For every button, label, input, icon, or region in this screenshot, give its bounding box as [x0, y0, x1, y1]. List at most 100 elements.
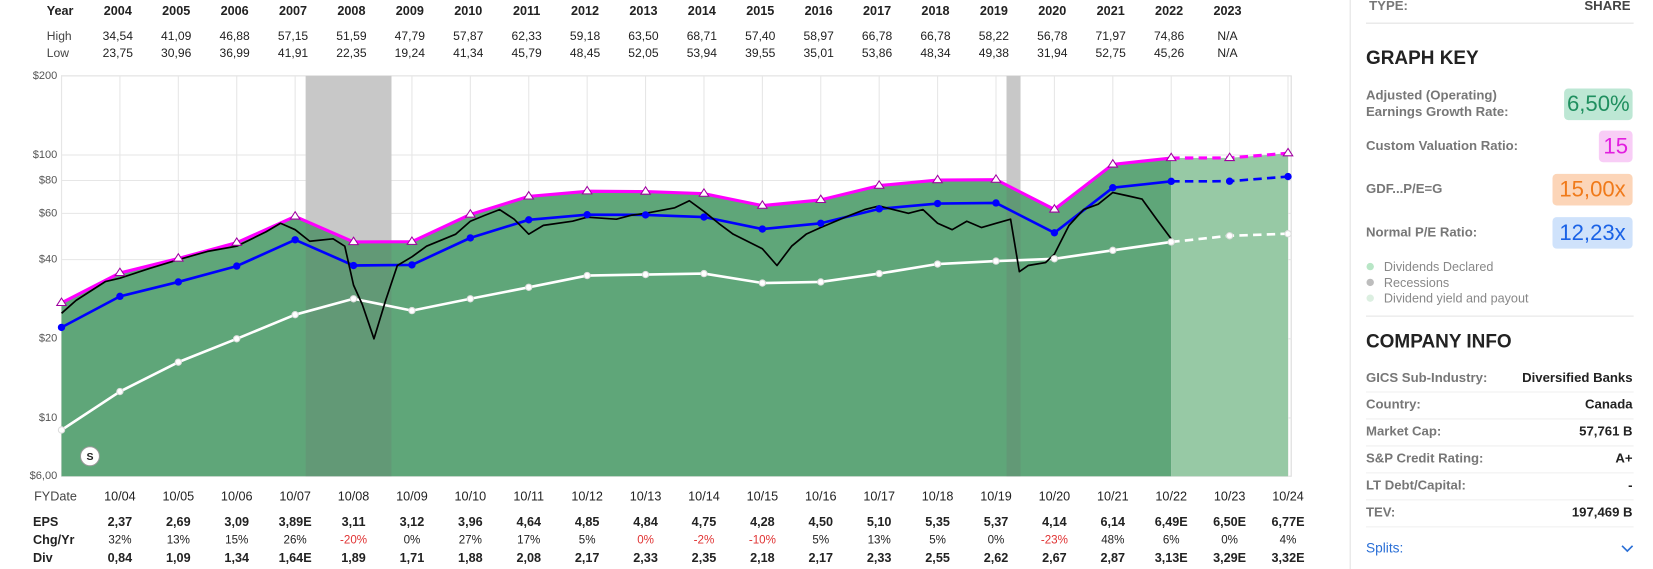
- price-cell: 66,78: [862, 29, 893, 43]
- recession-overlay: [1006, 75, 1021, 477]
- info-label: GICS Sub-Industry:: [1366, 370, 1487, 385]
- info-label: Country:: [1366, 397, 1421, 412]
- x-tick-label: 10/05: [163, 490, 195, 504]
- key-value: 15: [1603, 133, 1628, 158]
- y-tick-label: $80: [39, 174, 57, 186]
- table-cell: 1,09: [166, 551, 191, 565]
- price-line: [60, 191, 1172, 340]
- key-value: 6,50%: [1567, 91, 1630, 116]
- price-cell: 53,86: [862, 46, 893, 60]
- x-tick-label: 10/08: [338, 490, 370, 504]
- y-tick-label: $200: [33, 70, 58, 82]
- price-cell: 36,99: [219, 46, 250, 60]
- table-cell: 0%: [404, 535, 421, 547]
- point-marker: [291, 236, 299, 244]
- row-header: High: [47, 29, 72, 43]
- table-cell: 4,28: [750, 515, 775, 529]
- point-marker: [174, 358, 183, 366]
- legend-swatch: [1366, 294, 1374, 302]
- table-cell: 3,32E: [1272, 551, 1305, 565]
- x-tick-label: 10/21: [1097, 490, 1129, 504]
- value-badge: [1598, 130, 1633, 163]
- y-tick-label: $40: [39, 254, 57, 266]
- info-value: Diversified Banks: [1522, 370, 1632, 385]
- point-marker: [641, 270, 650, 279]
- year-cell: 2010: [454, 4, 482, 18]
- key-label: Adjusted (Operating): [1366, 87, 1497, 102]
- table-cell: 2,17: [808, 551, 833, 565]
- table-cell: 2,17: [575, 551, 600, 565]
- price-cell: N/A: [1217, 46, 1238, 60]
- table-cell: -2%: [694, 535, 715, 547]
- price-cell: 74,86: [1154, 29, 1185, 43]
- point-marker: [231, 236, 243, 246]
- info-label: Market Cap:: [1366, 424, 1441, 439]
- point-marker: [289, 210, 301, 220]
- year-cell: 2009: [396, 4, 424, 18]
- table-cell: 26%: [284, 535, 307, 547]
- table-cell: 3,09: [224, 515, 249, 529]
- point-marker: [992, 199, 1000, 207]
- valuation-line: [60, 180, 1172, 329]
- x-tick-label: 10/11: [513, 490, 544, 504]
- point-marker: [1050, 255, 1059, 263]
- point-marker: [408, 261, 416, 269]
- price-cell: 56,78: [1037, 29, 1068, 43]
- row-header: Div: [33, 551, 53, 565]
- value-badge: [1552, 217, 1633, 249]
- price-cell: 30,96: [161, 46, 192, 60]
- table-cell: 4,50: [808, 515, 833, 529]
- year-cell: 2020: [1038, 4, 1066, 18]
- point-marker: [698, 187, 710, 197]
- point-marker: [1167, 177, 1175, 186]
- year-cell: 2015: [746, 4, 774, 18]
- price-cell: 45,79: [511, 46, 542, 60]
- point-marker: [758, 225, 767, 233]
- table-cell: 4,14: [1042, 515, 1067, 529]
- key-value: 12,23x: [1559, 220, 1625, 245]
- price-cell: 63,50: [628, 29, 659, 43]
- point-marker: [466, 234, 475, 242]
- valuation-line: [60, 156, 1172, 305]
- value-badge: [1552, 173, 1633, 206]
- table-cell: 1,64E: [279, 551, 312, 565]
- table-cell: 1,89: [341, 551, 366, 565]
- x-tick-label: 10/22: [1155, 490, 1187, 504]
- legend-label: Recessions: [1384, 276, 1449, 290]
- price-cell: 71,97: [1096, 29, 1127, 43]
- point-marker: [1109, 184, 1117, 192]
- table-cell: 2,18: [750, 551, 775, 565]
- table-cell: 6,77E: [1272, 515, 1305, 529]
- info-value: Canada: [1585, 397, 1633, 412]
- x-tick-label: 10/14: [688, 490, 720, 504]
- table-cell: 2,69: [166, 515, 191, 529]
- table-cell: 6,50E: [1213, 515, 1246, 529]
- year-cell: 2021: [1097, 4, 1125, 18]
- price-cell: 57,15: [278, 29, 309, 43]
- point-marker: [756, 199, 769, 209]
- table-cell: 6,49E: [1155, 515, 1188, 529]
- price-cell: 58,22: [979, 29, 1010, 43]
- table-cell: 5,35: [925, 515, 950, 529]
- splits-toggle[interactable]: Splits:: [1366, 541, 1403, 556]
- info-label: TEV:: [1366, 505, 1395, 520]
- y-tick-label: $100: [33, 149, 58, 161]
- x-tick-label: 10/07: [279, 490, 311, 504]
- price-cell: 47,79: [395, 29, 426, 43]
- point-marker: [583, 210, 591, 219]
- point-marker: [464, 208, 477, 218]
- point-marker: [525, 283, 533, 291]
- point-marker: [172, 252, 185, 262]
- point-marker: [992, 257, 1000, 265]
- row-header: EPS: [33, 515, 58, 529]
- point-marker: [875, 205, 883, 213]
- table-cell: 13%: [868, 535, 891, 547]
- point-marker: [931, 174, 944, 184]
- year-cell: 2022: [1155, 4, 1183, 18]
- point-marker: [700, 269, 708, 278]
- key-label: Normal P/E Ratio:: [1366, 224, 1477, 239]
- chevron[interactable]: [1621, 545, 1634, 553]
- year-cell: 2014: [688, 4, 716, 18]
